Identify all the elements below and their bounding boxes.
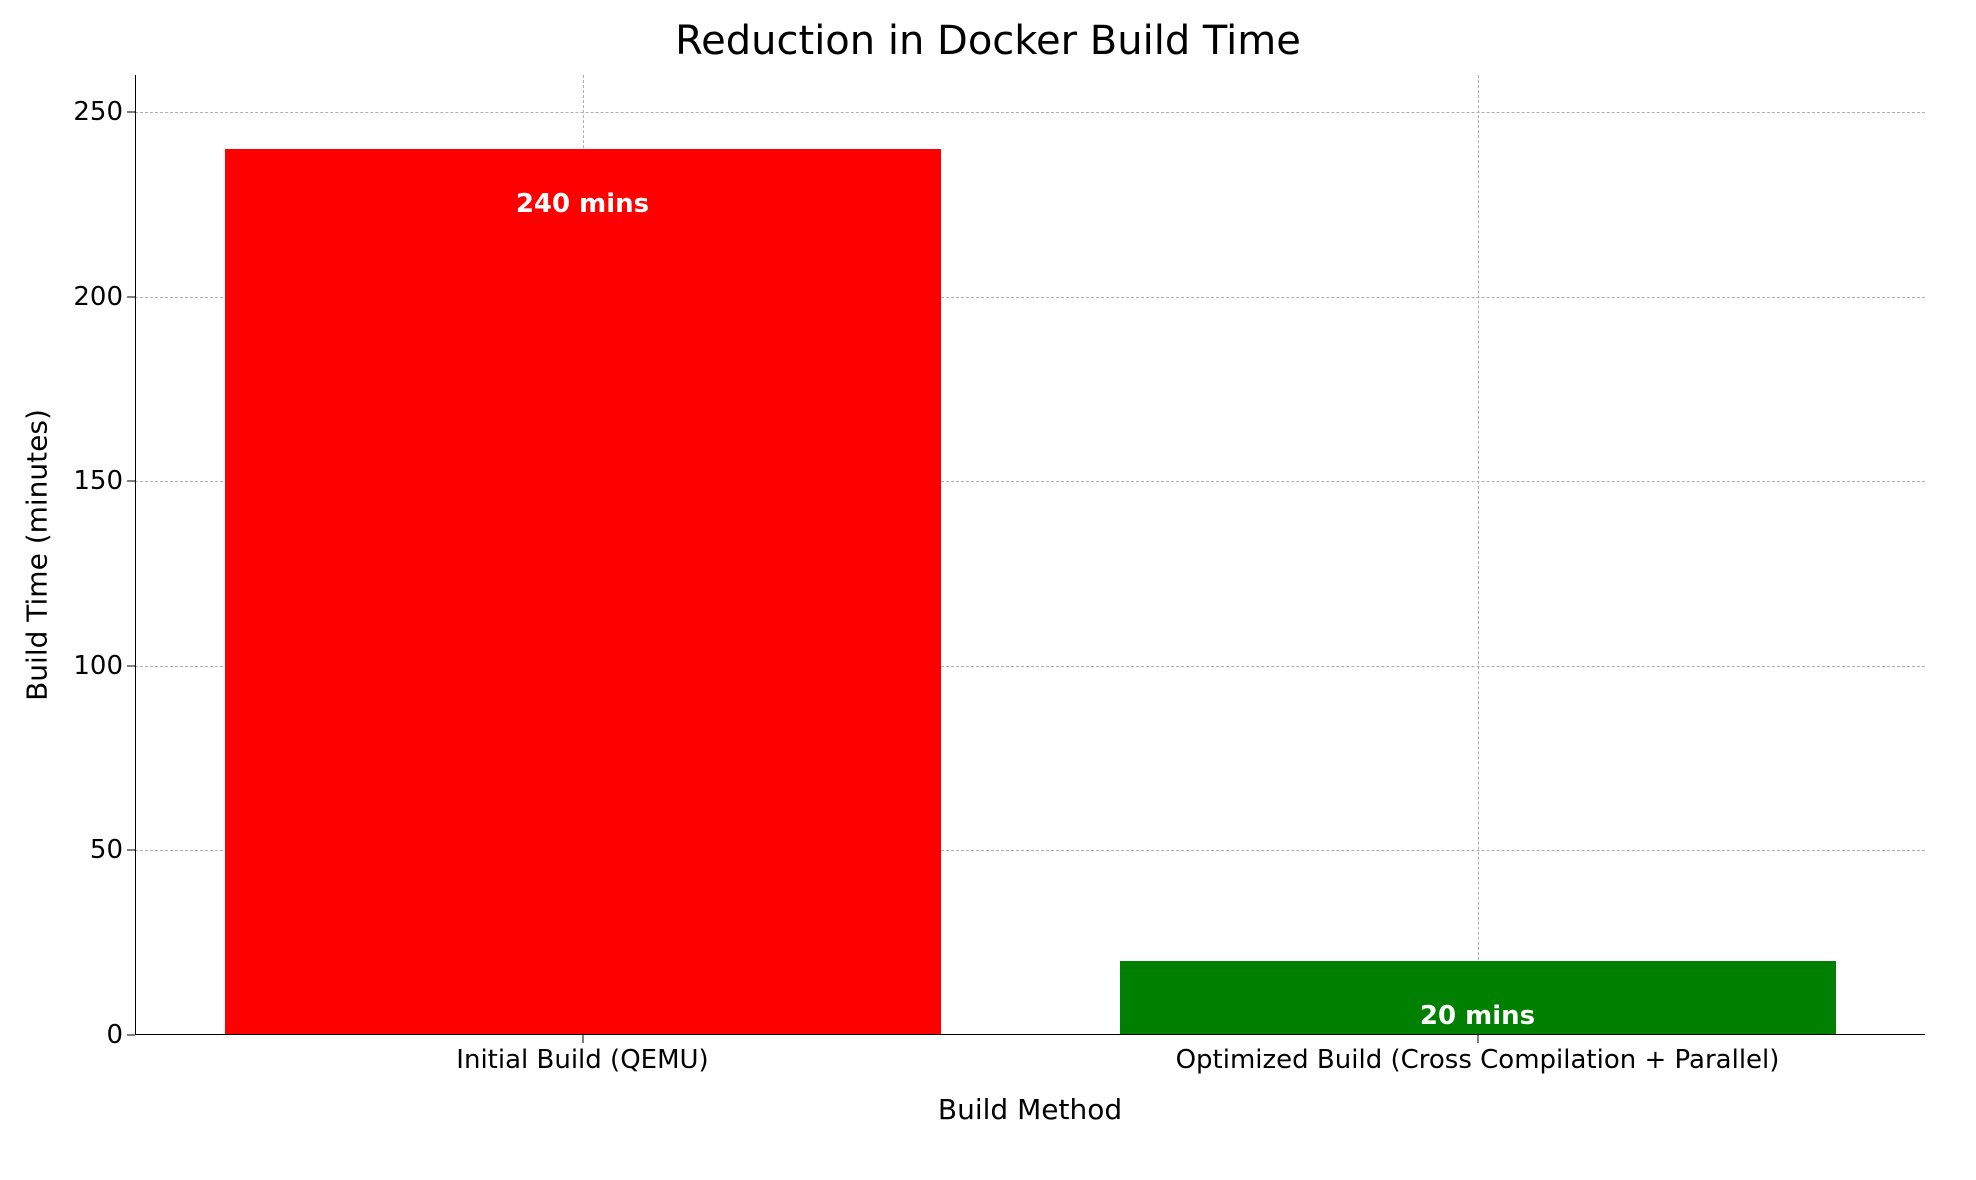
bar-value-label: 240 mins <box>516 189 649 219</box>
chart-title: Reduction in Docker Build Time <box>0 18 1976 64</box>
ytick-label: 50 <box>90 835 135 865</box>
ytick-label: 100 <box>73 651 135 681</box>
x-axis-spine <box>135 1034 1925 1035</box>
gridline-x <box>1478 75 1479 1035</box>
ytick-label: 150 <box>73 466 135 496</box>
ytick-label: 0 <box>106 1020 135 1050</box>
y-axis-label: Build Time (minutes) <box>21 409 54 701</box>
x-axis-label: Build Method <box>938 1093 1122 1126</box>
xtick-label: Initial Build (QEMU) <box>456 1035 708 1075</box>
xtick-label: Optimized Build (Cross Compilation + Par… <box>1176 1035 1780 1075</box>
y-axis-spine <box>135 75 136 1035</box>
plot-area: 050100150200250240 minsInitial Build (QE… <box>135 75 1925 1035</box>
gridline-y <box>135 112 1925 113</box>
chart-container: Reduction in Docker Build Time 050100150… <box>0 0 1976 1180</box>
ytick-label: 200 <box>73 282 135 312</box>
ytick-label: 250 <box>73 97 135 127</box>
bar-value-label: 20 mins <box>1420 1001 1535 1031</box>
bar <box>225 149 941 1035</box>
